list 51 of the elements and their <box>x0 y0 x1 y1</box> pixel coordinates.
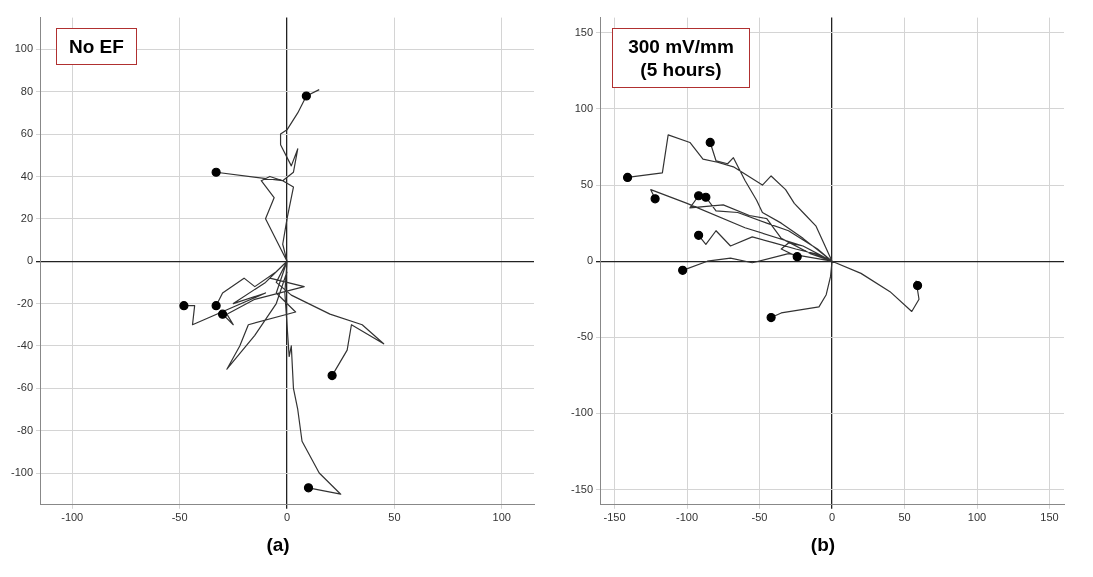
x-tick-label: -50 <box>751 511 768 524</box>
point <box>622 172 633 183</box>
x-tick-label: -100 <box>61 511 84 524</box>
y-tick-label: -150 <box>570 482 594 495</box>
point <box>211 167 221 177</box>
point <box>211 301 221 311</box>
point <box>678 265 688 275</box>
point <box>217 309 228 319</box>
x-tick-label: 0 <box>828 511 836 524</box>
point <box>701 192 711 202</box>
point <box>792 252 802 262</box>
y-tick-label: 60 <box>20 127 34 140</box>
point <box>912 280 923 291</box>
y-tick-label: 50 <box>580 178 594 191</box>
text: (a) <box>265 534 291 556</box>
y-tick-label: 80 <box>20 84 34 97</box>
y-tick-label: -50 <box>577 330 594 343</box>
y-tick-label: 40 <box>20 169 34 182</box>
y-tick-label: -20 <box>17 296 34 309</box>
x-tick-label: 0 <box>283 511 291 524</box>
x-tick-label: 50 <box>388 511 401 524</box>
y-tick-label: 100 <box>14 42 34 55</box>
y-tick-label: 150 <box>574 25 594 38</box>
y-tick-label: 20 <box>20 211 34 224</box>
point <box>694 230 704 240</box>
x-tick-label: 50 <box>898 511 911 524</box>
y-tick-label: -60 <box>17 381 34 394</box>
point <box>301 91 311 101</box>
x-tick-label: -150 <box>603 511 626 524</box>
y-tick-label: 100 <box>574 101 594 114</box>
point <box>650 194 660 204</box>
annotation: 300 mV/mm (5 hours) <box>612 28 750 88</box>
point <box>179 301 189 311</box>
y-tick-label: 0 <box>586 254 594 267</box>
y-tick-label: -100 <box>570 406 594 419</box>
point <box>694 191 704 201</box>
y-tick-label: 0 <box>26 254 34 267</box>
x-tick-label: -100 <box>676 511 699 524</box>
point <box>705 137 715 148</box>
x-tick-label: 150 <box>1040 511 1059 524</box>
point <box>766 312 776 323</box>
point <box>327 370 337 381</box>
text: (b) <box>809 534 837 556</box>
y-tick-label: -80 <box>17 423 34 436</box>
annotation: No EF <box>56 28 137 65</box>
point <box>303 483 314 493</box>
x-tick-label: 100 <box>492 511 511 524</box>
x-tick-label: 100 <box>967 511 987 524</box>
y-tick-label: -100 <box>10 466 34 479</box>
x-tick-label: -50 <box>171 511 188 524</box>
y-tick-label: -40 <box>17 338 34 351</box>
